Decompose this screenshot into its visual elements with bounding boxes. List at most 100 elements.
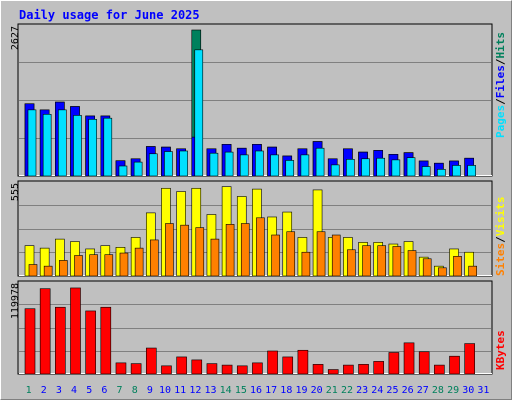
bar-sites-day-4 (74, 255, 83, 277)
day-label: 25 (386, 385, 398, 396)
bar-pages-day-16 (255, 150, 264, 177)
bar-sites-day-24 (377, 245, 387, 277)
bar-sites-day-13 (210, 238, 220, 277)
day-label: 14 (220, 385, 232, 396)
day-label: 22 (341, 385, 353, 396)
bar-sites-day-10 (165, 223, 174, 277)
day-label: 15 (235, 385, 247, 396)
bar-pages-day-7 (118, 165, 128, 177)
bar-pages-day-10 (164, 151, 173, 177)
bar-kbytes-day-21 (327, 369, 339, 375)
bar-pages-day-26 (406, 157, 416, 177)
bar-sites-day-14 (225, 224, 235, 277)
bar-sites-day-22 (347, 249, 356, 277)
day-label: 1 (26, 385, 32, 396)
day-label: 20 (311, 385, 323, 396)
bar-kbytes-day-19 (297, 349, 309, 375)
bar-pages-day-9 (148, 153, 158, 177)
bar-pages-day-21 (330, 164, 340, 177)
day-label: 10 (159, 385, 171, 396)
bar-pages-day-23 (361, 158, 370, 177)
max-label-hits-files-pages: 2627 (10, 26, 21, 50)
bar-kbytes-day-23 (358, 364, 369, 375)
day-label: 16 (250, 385, 262, 396)
bar-kbytes-day-24 (373, 361, 385, 375)
bar-sites-day-23 (362, 245, 371, 277)
bar-kbytes-day-16 (252, 362, 263, 375)
bar-sites-day-15 (240, 223, 250, 277)
day-label: 6 (101, 385, 107, 396)
bar-sites-day-20 (316, 231, 326, 277)
bar-kbytes-day-5 (85, 310, 96, 375)
bar-sites-day-18 (286, 231, 296, 277)
max-label-kbytes: 119978 (10, 283, 21, 319)
bar-sites-day-30 (468, 265, 477, 277)
day-label: 30 (462, 385, 474, 396)
bar-kbytes-day-11 (176, 356, 187, 375)
bar-kbytes-day-18 (282, 356, 294, 375)
bar-pages-day-20 (315, 147, 325, 177)
bar-sites-day-2 (43, 265, 53, 277)
bar-kbytes-day-8 (130, 363, 142, 375)
max-label-visits-sites: 555 (10, 183, 21, 201)
day-label: 21 (326, 385, 338, 396)
bar-kbytes-day-20 (312, 364, 324, 375)
bar-sites-day-26 (407, 250, 417, 277)
bar-pages-day-24 (376, 157, 386, 177)
bar-pages-day-6 (103, 117, 113, 177)
day-label: 8 (132, 385, 138, 396)
day-label: 24 (371, 385, 383, 396)
bar-pages-day-11 (179, 150, 188, 177)
bar-kbytes-day-3 (55, 306, 66, 375)
day-label: 13 (204, 385, 216, 396)
bar-sites-day-21 (331, 234, 341, 277)
day-label: 4 (71, 385, 77, 396)
bar-pages-day-12 (194, 49, 204, 177)
bar-kbytes-day-17 (267, 350, 278, 375)
day-label: 17 (265, 385, 277, 396)
bar-kbytes-day-26 (403, 342, 415, 375)
bar-sites-day-5 (89, 254, 98, 277)
bar-sites-day-3 (59, 260, 68, 277)
day-label: 5 (86, 385, 92, 396)
bar-sites-day-17 (271, 234, 280, 277)
bar-pages-day-17 (270, 154, 279, 177)
bar-pages-day-15 (239, 154, 249, 177)
bar-kbytes-day-4 (70, 287, 81, 375)
bar-kbytes-day-14 (221, 364, 233, 375)
day-label: 31 (477, 385, 489, 396)
bar-pages-day-19 (300, 154, 310, 177)
day-label: 11 (174, 385, 186, 396)
bar-pages-day-30 (467, 165, 476, 177)
bar-sites-day-29 (453, 256, 462, 277)
bar-kbytes-day-13 (206, 363, 218, 375)
bar-pages-day-1 (27, 109, 37, 177)
day-label: 26 (402, 385, 414, 396)
bar-kbytes-day-2 (39, 288, 51, 375)
day-label: 29 (447, 385, 459, 396)
bar-kbytes-day-25 (388, 352, 400, 375)
bar-sites-day-11 (180, 224, 189, 277)
bar-sites-day-19 (301, 251, 311, 277)
bar-sites-day-25 (392, 246, 402, 277)
bar-pages-day-18 (285, 160, 295, 177)
bar-kbytes-day-10 (161, 365, 172, 375)
bar-pages-day-29 (452, 165, 461, 177)
bar-pages-day-13 (209, 152, 219, 177)
bar-kbytes-day-1 (24, 308, 36, 375)
bar-kbytes-day-27 (418, 351, 430, 375)
day-label: 23 (356, 385, 368, 396)
bar-pages-day-28 (437, 169, 446, 177)
bar-kbytes-day-15 (236, 365, 248, 375)
bar-sites-day-8 (134, 247, 144, 277)
bar-sites-day-6 (104, 254, 114, 277)
bar-pages-day-27 (421, 166, 431, 177)
bar-kbytes-day-30 (464, 343, 475, 375)
day-label: 9 (147, 385, 153, 396)
chart-title: Daily usage for June 2025 (19, 8, 200, 22)
bar-pages-day-25 (391, 159, 401, 177)
bar-kbytes-day-7 (115, 362, 127, 375)
day-label: 12 (189, 385, 201, 396)
day-label: 27 (417, 385, 429, 396)
